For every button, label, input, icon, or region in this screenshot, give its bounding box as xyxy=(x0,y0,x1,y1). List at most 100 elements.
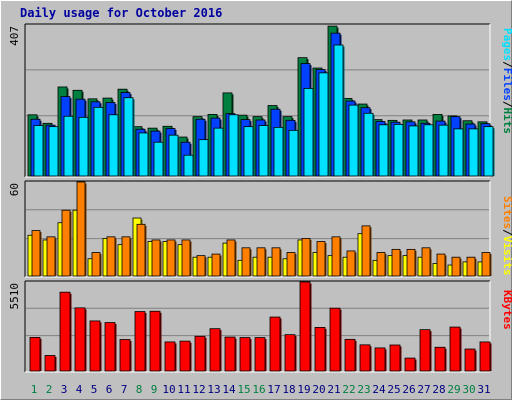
x-label-day-12: 12 xyxy=(192,383,205,396)
bar-pages-day-12 xyxy=(198,139,209,177)
bar-kbytes-day-21 xyxy=(329,307,341,372)
bar-pages-day-8 xyxy=(138,132,149,177)
x-axis-day-labels: 1 2 3 4 5 6 7 8 9 10 11 12 13 14 15 16 17 18 19 20 21 22 23 24 2… xyxy=(31,383,491,396)
bar-pages-day-25 xyxy=(393,124,404,177)
kbytes-panel xyxy=(24,280,492,373)
x-label-day-5: 5 xyxy=(91,383,98,396)
x-label-day-31: 31 xyxy=(477,383,490,396)
bar-pages-day-1 xyxy=(33,125,44,177)
bar-kbytes-day-26 xyxy=(404,357,416,372)
x-label-day-18: 18 xyxy=(282,383,295,396)
x-label-day-17: 17 xyxy=(267,383,280,396)
x-label-day-14: 14 xyxy=(222,383,236,396)
bar-sites-day-15 xyxy=(241,247,251,277)
x-label-day-2: 2 xyxy=(46,383,53,396)
bar-kbytes-day-17 xyxy=(269,316,281,372)
bar-sites-day-9 xyxy=(151,239,161,277)
legends: Pages/Files/Hits Sites/Visits KBytes xyxy=(501,28,512,330)
x-label-day-24: 24 xyxy=(372,383,386,396)
bar-sites-day-1 xyxy=(31,230,41,277)
bar-pages-day-26 xyxy=(408,125,419,177)
legend-kbytes: KBytes xyxy=(501,290,512,330)
x-label-day-3: 3 xyxy=(61,383,68,396)
bar-kbytes-day-2 xyxy=(44,355,56,372)
bar-sites-day-16 xyxy=(256,247,266,277)
bar-kbytes-day-28 xyxy=(434,346,446,372)
bar-sites-day-27 xyxy=(421,247,431,277)
kbytes-legend: KBytes xyxy=(501,290,512,330)
bar-pages-day-19 xyxy=(303,88,314,177)
bar-sites-day-12 xyxy=(196,255,206,277)
bar-pages-day-5 xyxy=(93,106,104,177)
visits-sites-y-max-label: 60 xyxy=(8,183,21,196)
x-label-day-19: 19 xyxy=(297,383,310,396)
x-label-day-23: 23 xyxy=(357,383,370,396)
bar-kbytes-day-20 xyxy=(314,326,326,372)
bar-sites-day-25 xyxy=(391,248,401,277)
bar-sites-day-2 xyxy=(46,236,56,277)
visits-sites-panel xyxy=(24,180,492,278)
bar-pages-day-11 xyxy=(183,154,194,177)
bar-kbytes-day-14 xyxy=(224,336,236,372)
bar-pages-day-20 xyxy=(318,72,329,177)
bar-sites-day-6 xyxy=(106,236,116,277)
bar-sites-day-18 xyxy=(286,252,296,277)
bar-sites-day-24 xyxy=(376,252,386,277)
bar-sites-day-8 xyxy=(136,223,146,277)
bar-kbytes-day-19 xyxy=(299,281,311,372)
x-label-day-30: 30 xyxy=(462,383,475,396)
legend-pages: Pages xyxy=(501,28,512,61)
bar-pages-day-17 xyxy=(273,126,284,177)
bar-sites-day-3 xyxy=(61,209,71,277)
bar-kbytes-day-15 xyxy=(239,337,251,372)
x-label-day-1: 1 xyxy=(31,383,38,396)
bar-pages-day-18 xyxy=(288,129,299,177)
x-label-day-29: 29 xyxy=(447,383,460,396)
bar-pages-day-14 xyxy=(228,114,239,177)
bar-kbytes-day-5 xyxy=(89,320,101,372)
bar-sites-day-4 xyxy=(76,181,86,277)
bar-kbytes-day-9 xyxy=(149,310,161,372)
bar-pages-day-21 xyxy=(333,44,344,177)
bar-sites-day-19 xyxy=(301,237,311,277)
bar-sites-day-20 xyxy=(316,241,326,277)
x-label-day-6: 6 xyxy=(106,383,113,396)
bar-pages-day-31 xyxy=(483,126,494,177)
bar-pages-day-4 xyxy=(78,116,89,177)
bar-sites-day-14 xyxy=(226,239,236,277)
x-label-day-15: 15 xyxy=(237,383,250,396)
bar-pages-day-2 xyxy=(48,126,59,177)
legend-sites: Sites xyxy=(501,196,512,229)
bar-pages-day-6 xyxy=(108,114,119,177)
bar-sites-day-31 xyxy=(481,252,491,277)
bar-pages-day-13 xyxy=(213,127,224,177)
bar-kbytes-day-25 xyxy=(389,344,401,372)
bar-sites-day-10 xyxy=(166,239,176,277)
chart-panels xyxy=(24,23,495,373)
bar-sites-day-21 xyxy=(331,236,341,277)
x-label-day-22: 22 xyxy=(342,383,355,396)
bar-sites-day-29 xyxy=(451,256,461,277)
bar-sites-day-5 xyxy=(91,252,101,277)
bar-pages-day-10 xyxy=(168,134,179,177)
bar-kbytes-day-10 xyxy=(164,341,176,372)
bar-pages-day-29 xyxy=(453,128,464,177)
x-label-day-8: 8 xyxy=(136,383,143,396)
x-label-day-9: 9 xyxy=(151,383,158,396)
bar-sites-day-17 xyxy=(271,247,281,277)
bar-pages-day-15 xyxy=(243,126,254,177)
y-axis-max-labels: 407 60 5510 xyxy=(8,26,21,310)
x-label-day-25: 25 xyxy=(387,383,400,396)
x-label-day-7: 7 xyxy=(121,383,128,396)
bar-pages-day-30 xyxy=(468,128,479,177)
bar-kbytes-day-29 xyxy=(449,326,461,372)
bar-pages-day-28 xyxy=(438,124,449,177)
bar-kbytes-day-31 xyxy=(479,341,491,372)
x-label-day-13: 13 xyxy=(207,383,220,396)
x-label-day-20: 20 xyxy=(312,383,325,396)
bar-pages-day-16 xyxy=(258,125,269,177)
x-label-day-11: 11 xyxy=(177,383,190,396)
x-label-day-4: 4 xyxy=(76,383,83,396)
bar-sites-day-28 xyxy=(436,253,446,277)
